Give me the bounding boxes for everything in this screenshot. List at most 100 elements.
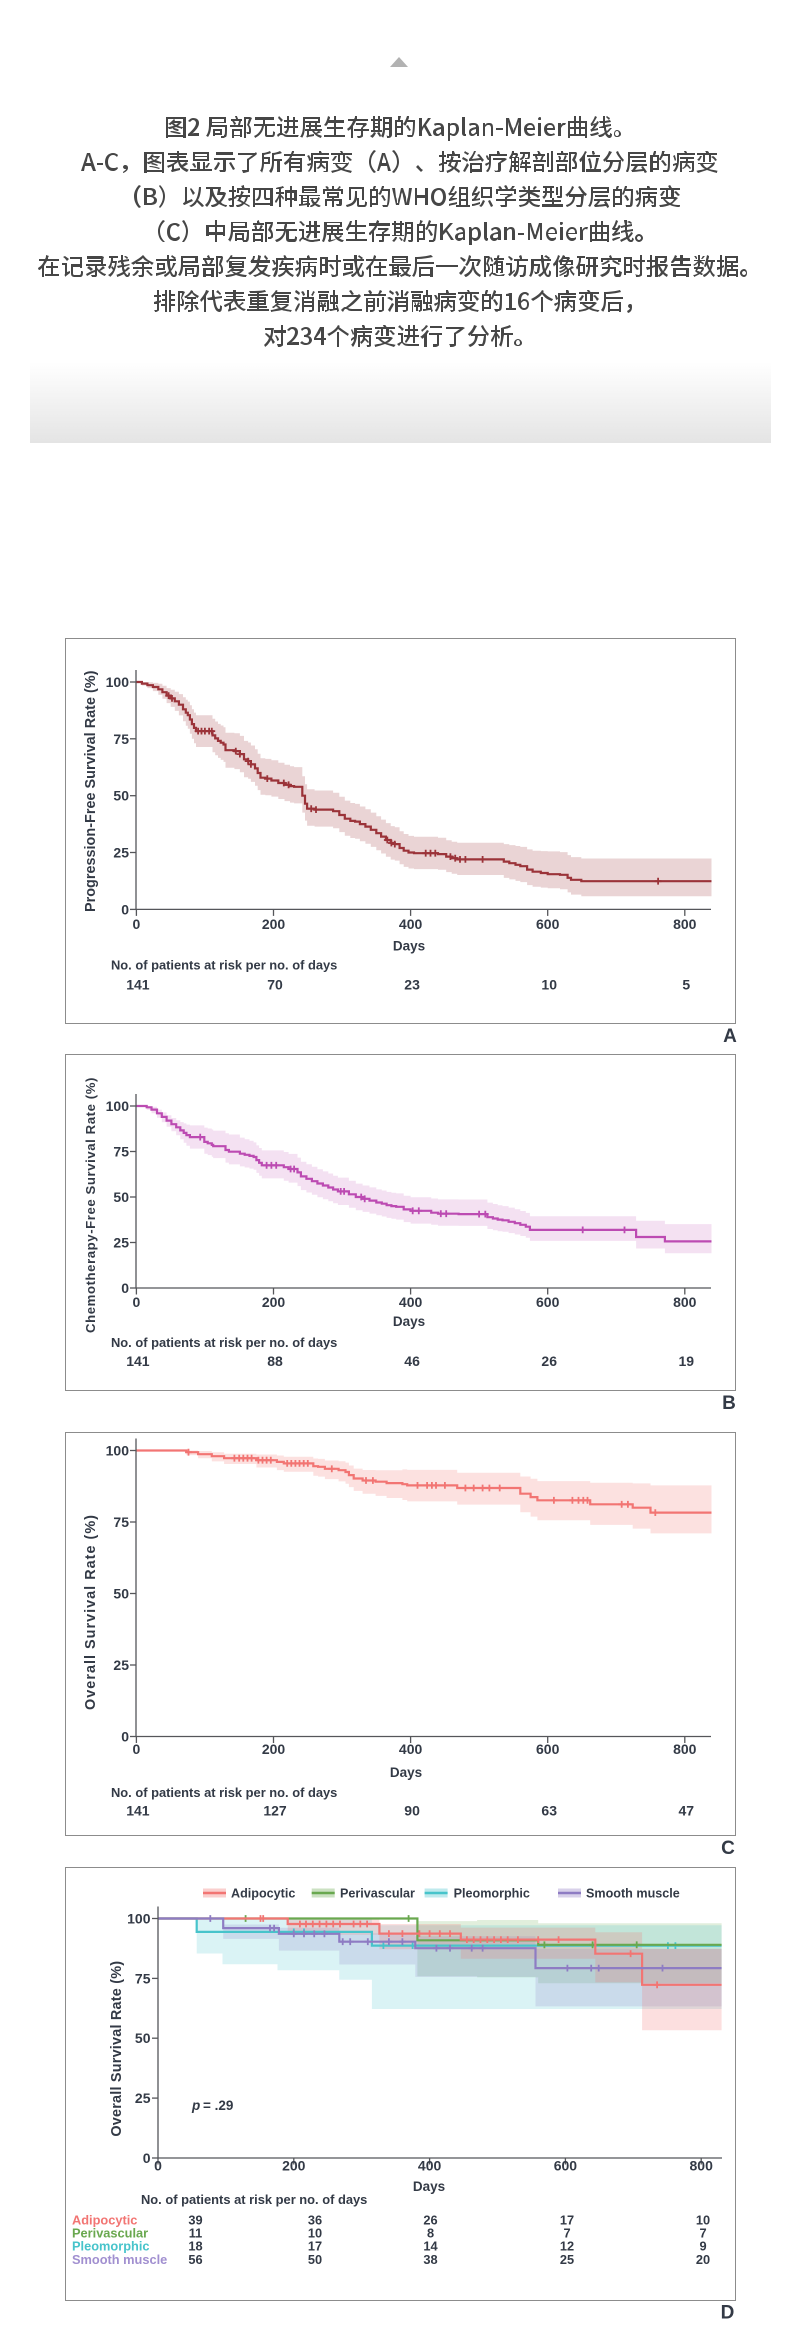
svg-text:B: B xyxy=(722,1393,736,1414)
svg-text:400: 400 xyxy=(399,1741,423,1757)
svg-text:50: 50 xyxy=(135,2030,151,2046)
svg-text:63: 63 xyxy=(541,1803,557,1819)
svg-text:10: 10 xyxy=(308,2226,322,2241)
svg-text:88: 88 xyxy=(267,1353,283,1369)
svg-text:70: 70 xyxy=(267,977,283,993)
svg-text:141: 141 xyxy=(126,1353,150,1369)
svg-text:17: 17 xyxy=(308,2239,322,2254)
svg-text:141: 141 xyxy=(126,1803,150,1819)
svg-text:56: 56 xyxy=(188,2252,202,2267)
svg-text:0: 0 xyxy=(133,1741,141,1757)
svg-text:26: 26 xyxy=(423,2213,437,2228)
svg-text:25: 25 xyxy=(113,1657,129,1673)
svg-text:D: D xyxy=(721,2303,735,2324)
svg-text:400: 400 xyxy=(399,1294,423,1310)
svg-text:No. of patients at risk per no: No. of patients at risk per no. of days xyxy=(141,2192,367,2207)
svg-text:Chemotherapy-Free Survival Rat: Chemotherapy-Free Survival Rate (%) xyxy=(83,1077,98,1333)
svg-text:50: 50 xyxy=(113,1189,129,1205)
svg-text:A: A xyxy=(723,1026,737,1047)
svg-text:800: 800 xyxy=(673,1741,697,1757)
svg-text:Smooth muscle: Smooth muscle xyxy=(586,1887,680,1901)
svg-text:600: 600 xyxy=(536,916,560,932)
svg-text:17: 17 xyxy=(560,2213,574,2228)
svg-text:200: 200 xyxy=(262,1741,286,1757)
svg-text:75: 75 xyxy=(113,1144,129,1160)
svg-text:100: 100 xyxy=(106,1098,130,1114)
svg-text:Days: Days xyxy=(393,1314,425,1329)
svg-text:200: 200 xyxy=(282,2158,306,2174)
svg-text:25: 25 xyxy=(560,2252,574,2267)
svg-text:Overall Survival Rate (%): Overall Survival Rate (%) xyxy=(83,1514,99,1710)
svg-text:No. of patients at risk per no: No. of patients at risk per no. of days xyxy=(111,1785,337,1800)
svg-text:0: 0 xyxy=(121,901,129,917)
svg-text:0: 0 xyxy=(121,1729,129,1745)
svg-text:10: 10 xyxy=(541,977,557,993)
svg-text:14: 14 xyxy=(423,2239,438,2254)
svg-text:No. of patients at risk per no: No. of patients at risk per no. of days xyxy=(111,958,337,973)
svg-text:p: p xyxy=(191,2098,200,2113)
svg-text:100: 100 xyxy=(106,674,130,690)
svg-text:50: 50 xyxy=(113,788,129,804)
svg-text:0: 0 xyxy=(154,2158,162,2174)
svg-text:Perivascular: Perivascular xyxy=(72,2226,148,2241)
svg-text:5: 5 xyxy=(682,977,690,993)
svg-text:20: 20 xyxy=(696,2252,710,2267)
svg-text:Pleomorphic: Pleomorphic xyxy=(72,2239,150,2254)
svg-text:800: 800 xyxy=(690,2158,714,2174)
svg-text:10: 10 xyxy=(696,2213,710,2228)
svg-text:Pleomorphic: Pleomorphic xyxy=(454,1887,530,1901)
svg-text:0: 0 xyxy=(121,1280,129,1296)
svg-text:7: 7 xyxy=(699,2226,706,2241)
svg-text:46: 46 xyxy=(404,1353,420,1369)
svg-text:25: 25 xyxy=(113,845,129,861)
svg-text:9: 9 xyxy=(699,2239,706,2254)
svg-text:600: 600 xyxy=(536,1741,560,1757)
svg-text:7: 7 xyxy=(563,2226,570,2241)
svg-text:18: 18 xyxy=(188,2239,202,2254)
svg-text:127: 127 xyxy=(263,1803,287,1819)
svg-text:38: 38 xyxy=(423,2252,437,2267)
svg-text:100: 100 xyxy=(106,1443,130,1459)
svg-text:25: 25 xyxy=(135,2090,151,2106)
svg-text:Adipocytic: Adipocytic xyxy=(72,2213,137,2228)
svg-text:75: 75 xyxy=(135,1970,151,1986)
svg-text:600: 600 xyxy=(554,2158,578,2174)
svg-text:0: 0 xyxy=(133,1294,141,1310)
svg-text:Perivascular: Perivascular xyxy=(340,1887,415,1901)
svg-text:19: 19 xyxy=(679,1353,695,1369)
svg-text:12: 12 xyxy=(560,2239,574,2254)
svg-text:141: 141 xyxy=(126,977,150,993)
svg-text:200: 200 xyxy=(262,916,286,932)
svg-text:Days: Days xyxy=(413,2179,445,2194)
svg-text:75: 75 xyxy=(113,731,129,747)
svg-text:0: 0 xyxy=(133,916,141,932)
svg-text:75: 75 xyxy=(113,1514,129,1530)
svg-text:Progression-Free Survival Rate: Progression-Free Survival Rate (%) xyxy=(83,670,99,912)
svg-text:50: 50 xyxy=(308,2252,322,2267)
svg-text:23: 23 xyxy=(404,977,420,993)
svg-text:400: 400 xyxy=(399,916,423,932)
svg-text:= .29: = .29 xyxy=(203,2098,233,2113)
svg-text:600: 600 xyxy=(536,1294,560,1310)
svg-text:800: 800 xyxy=(673,1294,697,1310)
svg-text:Overall Survival Rate (%): Overall Survival Rate (%) xyxy=(109,1961,125,2137)
svg-text:400: 400 xyxy=(418,2158,442,2174)
svg-text:47: 47 xyxy=(679,1803,695,1819)
svg-text:26: 26 xyxy=(541,1353,557,1369)
svg-text:50: 50 xyxy=(113,1586,129,1602)
svg-text:No. of patients at risk per no: No. of patients at risk per no. of days xyxy=(111,1335,337,1350)
svg-text:90: 90 xyxy=(404,1803,420,1819)
svg-text:100: 100 xyxy=(127,1911,151,1927)
svg-text:Days: Days xyxy=(390,1765,422,1780)
svg-text:C: C xyxy=(721,1838,735,1859)
svg-text:Days: Days xyxy=(393,939,425,954)
svg-text:39: 39 xyxy=(188,2213,202,2228)
svg-text:36: 36 xyxy=(308,2213,322,2228)
svg-text:8: 8 xyxy=(427,2226,434,2241)
svg-text:200: 200 xyxy=(262,1294,286,1310)
svg-text:0: 0 xyxy=(143,2150,151,2166)
svg-text:Smooth muscle: Smooth muscle xyxy=(72,2252,167,2267)
svg-text:800: 800 xyxy=(673,916,697,932)
svg-text:11: 11 xyxy=(189,2226,203,2241)
svg-text:25: 25 xyxy=(113,1235,129,1251)
